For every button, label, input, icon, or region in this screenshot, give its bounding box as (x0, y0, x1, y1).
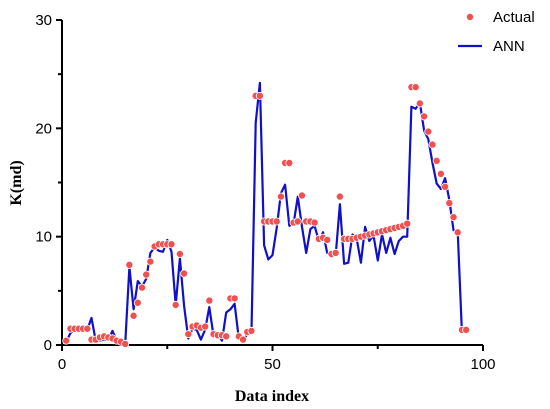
actual-point (62, 336, 71, 345)
actual-point (293, 217, 302, 226)
actual-point (137, 283, 146, 292)
x-tick-label: 100 (470, 356, 495, 373)
y-tick-label: 10 (35, 229, 52, 246)
y-tick-label: 20 (35, 120, 52, 137)
actual-point (441, 182, 450, 191)
x-tick-label: 50 (264, 356, 281, 373)
actual-point (175, 249, 184, 258)
actual-point (129, 311, 138, 320)
actual-point (297, 191, 306, 200)
actual-point (436, 169, 445, 178)
y-axis-title: K(md) (8, 160, 25, 205)
actual-point (331, 248, 340, 257)
axes: 0 10 20 30 0 50 100 (35, 12, 495, 373)
actual-point (205, 296, 214, 305)
actual-point (146, 257, 155, 266)
ann-line (65, 81, 467, 345)
legend-actual-marker (465, 12, 474, 21)
actual-point (142, 270, 151, 279)
legend-ann-label: ANN (493, 38, 525, 55)
actual-point (133, 298, 142, 307)
actual-point (403, 219, 412, 228)
legend-actual-label: Actual (493, 9, 535, 26)
actual-point (285, 158, 294, 167)
actual-point (171, 300, 180, 309)
actual-point (255, 91, 264, 100)
actual-point (276, 192, 285, 201)
actual-point (230, 294, 239, 303)
actual-point (310, 218, 319, 227)
actual-point (335, 192, 344, 201)
actual-point (420, 112, 429, 121)
x-tick-label: 0 (58, 356, 66, 373)
y-tick-label: 30 (35, 12, 52, 29)
actual-point (83, 324, 92, 333)
actual-point (125, 260, 134, 269)
actual-point (247, 326, 256, 335)
y-tick-label: 0 (44, 337, 52, 354)
actual-point (184, 330, 193, 339)
actual-point (415, 99, 424, 108)
actual-point (453, 228, 462, 237)
actual-point (121, 339, 130, 348)
actual-point (239, 335, 248, 344)
actual-series-points (62, 83, 471, 348)
actual-point (424, 127, 433, 136)
actual-point (222, 332, 231, 341)
actual-point (201, 322, 210, 331)
actual-point (167, 240, 176, 249)
ann-series-line (65, 81, 467, 345)
actual-point (180, 269, 189, 278)
legend: Actual ANN (458, 9, 535, 55)
actual-point (462, 325, 471, 334)
x-axis-title: Data index (235, 388, 309, 405)
actual-point (432, 156, 441, 165)
actual-point (449, 213, 458, 222)
actual-point (445, 199, 454, 208)
actual-point (323, 235, 332, 244)
actual-point (411, 83, 420, 92)
actual-point (272, 217, 281, 226)
actual-point (428, 140, 437, 149)
